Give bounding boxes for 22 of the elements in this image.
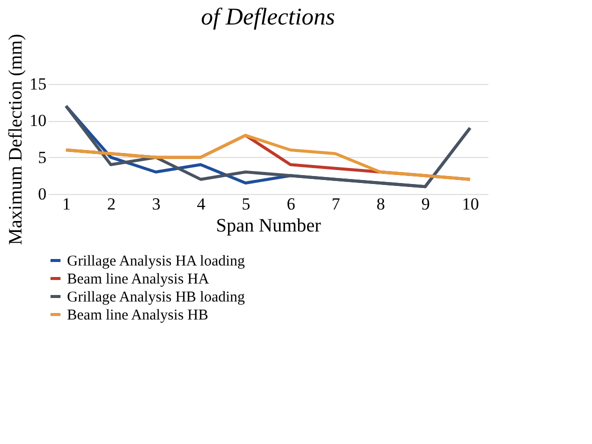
x-tick-label: 7 [332,194,341,214]
x-tick-label: 9 [421,194,430,214]
x-axis-title: Span Number [216,216,322,236]
legend-label: Beam line Analysis HB [67,308,208,324]
chart-title: of Deflections [201,4,335,30]
x-tick-label: 10 [462,194,480,214]
y-axis-title: Maximum Deflection (mm) [6,34,26,246]
x-tick-label: 1 [62,194,71,214]
y-tick-label: 15 [30,74,46,94]
x-tick-label: 8 [376,194,385,214]
x-tick-label: 6 [286,194,296,214]
legend-label: Grillage Analysis HA loading [67,254,246,270]
x-tick-label: 4 [196,194,206,214]
y-tick-label: 0 [38,184,46,204]
x-tick-label: 3 [152,194,161,214]
x-tick-label: 2 [107,194,116,214]
line-series [64,104,472,188]
y-tick-label: 10 [30,111,46,130]
x-tick-label: 5 [242,194,250,214]
y-tick-label: 5 [38,148,46,167]
legend-label: Grillage Analysis HB loading [67,290,246,306]
legend-label: Beam line Analysis HA [67,272,210,288]
